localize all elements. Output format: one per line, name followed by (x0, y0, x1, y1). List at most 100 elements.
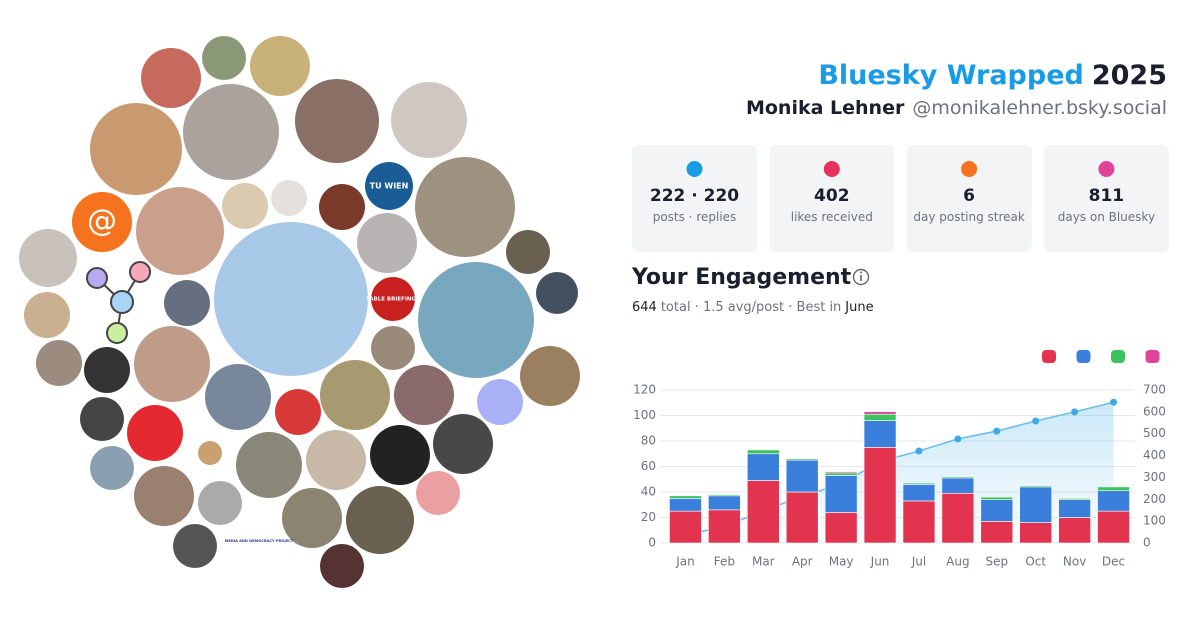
avatar (237, 517, 281, 561)
bar-segment (863, 447, 897, 544)
avatar (205, 364, 271, 430)
y2-tick-label: 200 (1143, 492, 1166, 506)
y-tick-label: 0 (648, 536, 656, 550)
avatar (19, 229, 77, 287)
y-tick-label: 40 (641, 485, 656, 499)
avatar (127, 405, 183, 461)
y2-tick-label: 700 (1143, 383, 1166, 397)
bar-segment (1019, 485, 1053, 488)
bar-segment (824, 512, 858, 544)
avatar (84, 347, 130, 393)
x-tick-label: May (829, 555, 854, 569)
avatar (416, 471, 460, 515)
y2-tick-label: 400 (1143, 448, 1166, 462)
avatar (198, 481, 242, 525)
bar-segment (941, 477, 975, 494)
stat-value: 6 (963, 186, 975, 206)
x-tick-label: Jun (870, 555, 890, 569)
y2-tick-label: 600 (1143, 404, 1166, 418)
avatar (306, 430, 366, 490)
avatar-text: MEDIA AND DEMOCRACY PROJECT (225, 539, 294, 543)
bar-segment (824, 475, 858, 513)
avatar (295, 79, 379, 163)
avatar (24, 292, 70, 338)
avatar (371, 326, 415, 370)
avatar (394, 365, 454, 425)
legend-icon (1042, 350, 1056, 363)
x-tick-label: Oct (1025, 555, 1046, 569)
user-name: Monika Lehner (746, 97, 905, 119)
avatar-collage: @ TU WIEN TABLE BRIEFINGS MEDIA AND DEMOCRA… (19, 36, 580, 588)
bar-segment (980, 521, 1014, 544)
user-line: Monika Lehner @monikalehner.bsky.social (746, 97, 1167, 119)
bar-segment (980, 496, 1014, 500)
y2-tick-label: 300 (1143, 470, 1166, 484)
stat-value: 222 · 220 (650, 186, 739, 206)
y2-tick-label: 0 (1143, 536, 1151, 550)
network-icon (86, 261, 151, 344)
best-month: June (844, 300, 873, 315)
avatar (72, 192, 132, 252)
engagement-title: Your Engagement (631, 265, 852, 290)
avatar (90, 446, 134, 490)
bar-segment (1019, 486, 1053, 523)
avatar (222, 183, 268, 229)
avatar (271, 180, 307, 216)
stat-card (1043, 145, 1169, 252)
avatar (90, 103, 182, 195)
avatar (418, 262, 534, 378)
avatar (536, 272, 578, 314)
x-tick-label: Aug (946, 555, 969, 569)
avatar (275, 389, 321, 435)
bar-segment (669, 495, 702, 499)
title-year: 2025 (1092, 60, 1167, 91)
avatar (506, 230, 550, 274)
line-point (954, 435, 962, 443)
line-point (993, 427, 1001, 435)
bar-segment (980, 499, 1014, 522)
bar-segment (746, 480, 780, 544)
bar-segment (902, 482, 936, 485)
bar-segment (863, 411, 897, 415)
title-text: Bluesky Wrapped (818, 60, 1084, 91)
avatar (164, 280, 210, 326)
y-tick-label: 100 (633, 408, 656, 422)
line-point (1071, 408, 1079, 416)
x-tick-label: Apr (792, 555, 813, 569)
chart: 0 20 40 60 80 100 120 0 100 200 300 400 500 600 700 Jan… (633, 350, 1166, 569)
x-tick-label: Jan (675, 555, 695, 569)
avatar (282, 488, 342, 548)
avatar (371, 277, 415, 321)
avatar (520, 346, 580, 406)
bar-segment (1058, 517, 1091, 544)
avatar (202, 36, 246, 80)
avatar (236, 432, 302, 498)
legend-icon (1111, 350, 1125, 363)
bar-segment (863, 420, 897, 448)
x-tick-label: Sep (985, 555, 1008, 569)
avatar (320, 360, 390, 430)
avatar (198, 441, 222, 465)
bar-segment (824, 472, 858, 476)
bar-segment (708, 509, 741, 544)
avatar (183, 84, 279, 180)
bar-segment (941, 492, 975, 544)
avatar (433, 414, 493, 474)
y2-tick-label: 100 (1143, 514, 1166, 528)
wrapped-title: Bluesky Wrapped 2025 (818, 60, 1167, 91)
avatar-text: TABLE BRIEFINGS (366, 297, 420, 303)
bar-segment (746, 449, 780, 455)
avatar (80, 397, 124, 441)
avatar (250, 36, 310, 96)
stat-label: likes received (791, 210, 873, 224)
bar-segment (708, 495, 741, 511)
bar-segment (746, 453, 780, 481)
stat-label: posts · replies (653, 210, 737, 224)
avatar (346, 486, 414, 554)
avatar-text: @ (87, 204, 117, 239)
avatar (136, 187, 224, 275)
bar-segment (785, 491, 819, 544)
avatar (134, 326, 210, 402)
